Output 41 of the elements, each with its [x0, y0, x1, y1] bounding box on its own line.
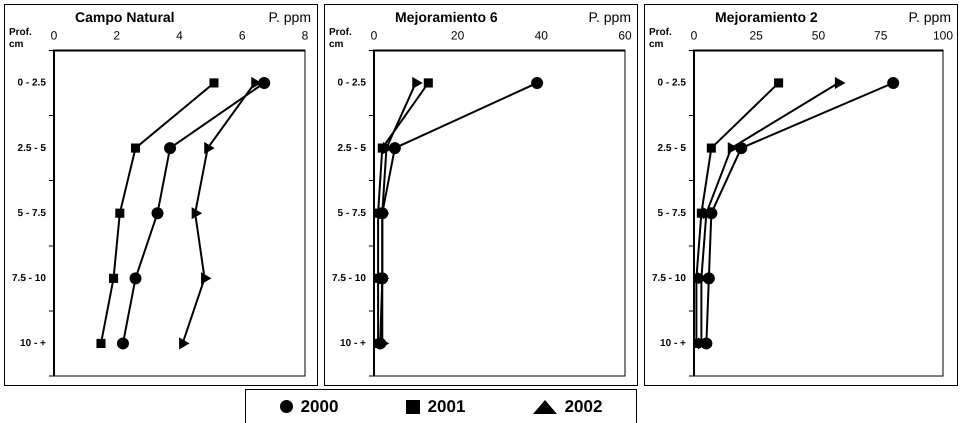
x-tick-label: 75 [874, 28, 888, 43]
y-tick-label: 2.5 - 5 [658, 142, 686, 154]
legend-label: 2000 [300, 396, 338, 416]
y-axis-title: Prof. cm [329, 27, 353, 51]
x-tick-label: 50 [812, 28, 826, 43]
y-axis-title: Prof. cm [649, 27, 673, 51]
y-tick-label: 10 - + [20, 338, 46, 350]
x-tick-label: 20 [450, 28, 465, 43]
y-tick-label: 2.5 - 5 [18, 142, 46, 154]
legend-label: 2002 [564, 396, 602, 416]
y-tick-label: 0 - 2.5 [338, 78, 366, 89]
chart-title: Campo Natural [75, 9, 175, 25]
y-tick-label: 10 - + [340, 338, 366, 350]
y-tick-label: 2.5 - 5 [338, 142, 366, 154]
x-tick-label: 8 [302, 28, 309, 43]
y-tick-label: 0 - 2.5 [18, 78, 46, 89]
x-tick-label: 40 [534, 28, 548, 43]
x-tick-label: 25 [750, 28, 764, 43]
x-axis-title: P. ppm [908, 9, 951, 25]
y-tick-label: 5 - 7.5 [658, 208, 686, 219]
x-axis-title: P. ppm [268, 9, 311, 25]
x-tick-label: 60 [618, 28, 632, 43]
y-tick-label: 5 - 7.5 [18, 208, 46, 219]
x-tick-label: 2 [113, 28, 120, 43]
y-axis-title: Prof. cm [9, 27, 33, 51]
x-tick-label: 0 [50, 28, 58, 43]
x-tick-label: 4 [176, 28, 184, 43]
x-tick-label: 100 [932, 28, 954, 43]
chart-title: Mejoramiento 6 [395, 9, 498, 25]
y-tick-label: 5 - 7.5 [338, 208, 366, 219]
y-tick-label: 0 - 2.5 [658, 78, 686, 89]
x-tick-label: 0 [370, 28, 378, 43]
y-tick-label: 7.5 - 10 [12, 273, 46, 284]
chart-title: Mejoramiento 2 [715, 9, 818, 25]
x-tick-label: 0 [690, 28, 698, 43]
x-axis-title: P. ppm [588, 9, 631, 25]
legend-label: 2001 [428, 396, 466, 416]
x-tick-label: 6 [238, 28, 246, 43]
y-tick-label: 7.5 - 10 [332, 273, 366, 284]
y-tick-label: 10 - + [660, 338, 686, 350]
y-tick-label: 7.5 - 10 [652, 273, 686, 284]
